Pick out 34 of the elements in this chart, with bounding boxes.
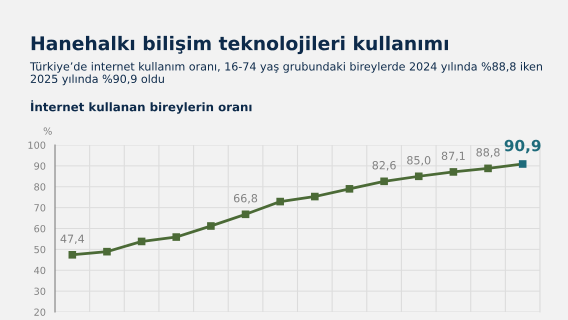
data-label: 90,9 — [504, 140, 541, 154]
point — [380, 178, 388, 186]
point — [518, 160, 526, 168]
point — [172, 233, 180, 241]
point — [103, 248, 111, 256]
y-tick-label: 90 — [34, 162, 46, 170]
point — [68, 251, 76, 259]
y-tick-label: 20 — [34, 308, 46, 316]
data-label: 85,0 — [407, 156, 430, 166]
y-tick-label: 60 — [34, 224, 46, 232]
data-label: 66,8 — [234, 194, 258, 204]
point — [276, 198, 284, 206]
y-tick-label: 80 — [34, 183, 46, 191]
point — [484, 164, 492, 172]
point — [346, 185, 354, 193]
data-label: 88,8 — [476, 148, 500, 158]
point — [450, 168, 458, 176]
data-label: 82,6 — [372, 161, 396, 171]
y-tick-label: 30 — [34, 288, 46, 295]
chart-subtitle: Türkiye’de internet kullanım oranı, 16-74 yaş grubundaki bireylerde 2024 yılında %88,8 iken 2025 yılında %90,9 oldu — [30, 62, 542, 86]
text: İnternet kullanan bireylerin oranı — [31, 100, 252, 114]
y-axis-title: % — [44, 127, 52, 135]
y-tick-label: 100 — [28, 141, 46, 149]
point — [242, 210, 250, 218]
point — [311, 192, 319, 200]
point — [414, 172, 423, 180]
chart-title: Hanehalkı bilişim teknolojileri kullanımı — [32, 36, 448, 54]
point — [207, 222, 215, 230]
y-tick-label: 40 — [34, 266, 46, 274]
data-label: 47,4 — [60, 234, 84, 244]
y-tick-label: 50 — [34, 246, 46, 254]
point — [138, 238, 146, 246]
y-tick-label: 70 — [34, 204, 46, 212]
data-label: 87,1 — [442, 152, 465, 162]
